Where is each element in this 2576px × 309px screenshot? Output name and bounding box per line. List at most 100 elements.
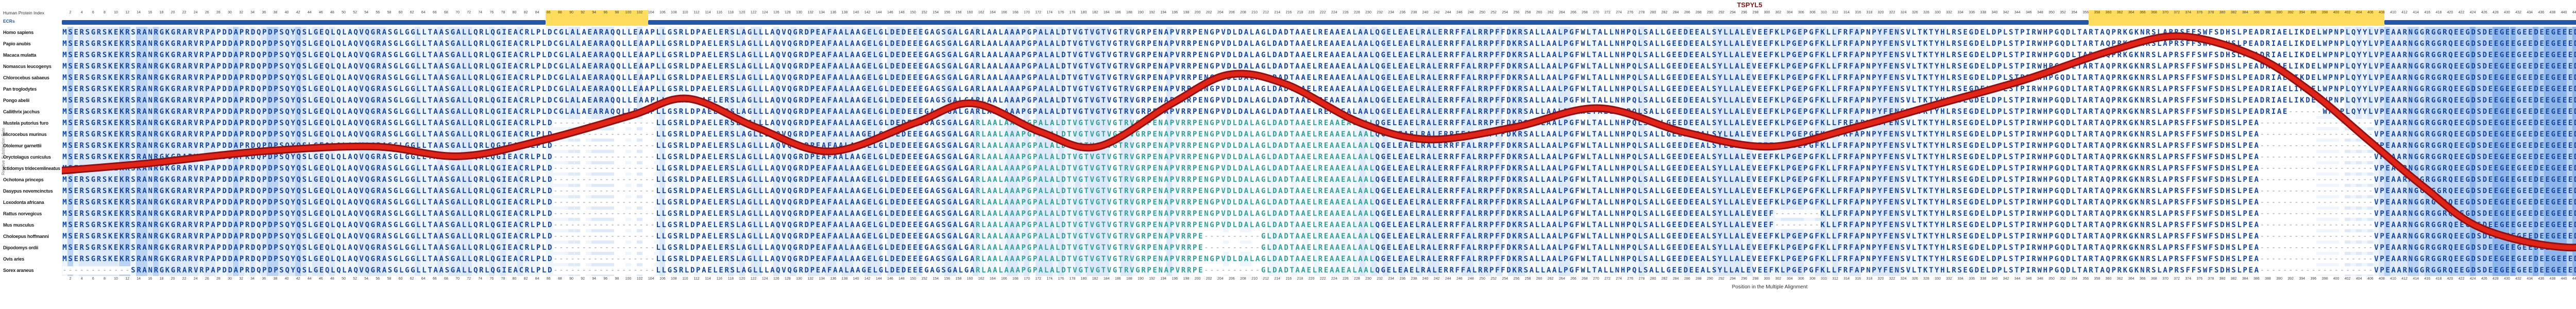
ruler-tick: 36: [262, 277, 266, 281]
ruler-tick: 172: [1035, 11, 1041, 14]
ruler-tick: 278: [1638, 11, 1645, 14]
ruler-tick: 356: [2082, 11, 2089, 14]
ruler-tick: 236: [1399, 11, 1406, 14]
ruler-tick: 296: [1741, 277, 1748, 281]
ruler-tick: 122: [750, 277, 757, 281]
ruler-tick: 202: [1206, 11, 1212, 14]
ruler-tick: 288: [1696, 277, 1702, 281]
ruler-tick: 50: [342, 277, 346, 281]
ruler-tick: 390: [2276, 277, 2282, 281]
species-label[interactable]: Chlorocebus sabaeus: [3, 75, 49, 80]
ruler-tick: 94: [592, 11, 597, 14]
ruler-tick: 346: [2025, 11, 2032, 14]
ruler-tick: 244: [1445, 277, 1451, 281]
ruler-tick: 10: [114, 11, 118, 14]
ruler-tick: 284: [1672, 277, 1679, 281]
species-label[interactable]: Ictidomys tridecemlineatus: [3, 166, 60, 171]
species-label[interactable]: Macaca mulatta: [3, 53, 37, 58]
ruler-tick: 396: [2310, 277, 2317, 281]
ruler-tick: 424: [2469, 277, 2476, 281]
ruler-tick: 254: [1502, 11, 1509, 14]
ruler-tick: 298: [1752, 11, 1759, 14]
species-label[interactable]: Choloepus hoffmanni: [3, 234, 49, 239]
species-label[interactable]: Loxodonta africana: [3, 200, 44, 205]
ruler-tick: 274: [1616, 11, 1622, 14]
species-label[interactable]: Ovis aries: [3, 256, 25, 262]
ruler-tick: 46: [318, 277, 323, 281]
ruler-tick: 414: [2413, 11, 2419, 14]
ruler-tick: 74: [478, 11, 483, 14]
ruler-tick: 308: [1809, 11, 1816, 14]
species-label[interactable]: Dipodomys ordii: [3, 245, 39, 250]
ruler-tick: 74: [478, 277, 483, 281]
ruler-tick: 434: [2527, 11, 2533, 14]
ruler-tick: 100: [625, 277, 632, 281]
ruler-tick: 142: [864, 277, 871, 281]
ruler-tick: 32: [239, 277, 243, 281]
ruler-tick: 252: [1490, 11, 1497, 14]
species-label[interactable]: Nomascus leucogenys: [3, 64, 52, 69]
ruler-tick: 216: [1285, 277, 1292, 281]
ruler-tick: 140: [853, 11, 859, 14]
ruler-tick: 122: [750, 11, 757, 14]
ruler-tick: 290: [1707, 11, 1713, 14]
species-label[interactable]: Oryctolagus cuniculus: [3, 154, 51, 160]
ruler-tick: 308: [1809, 277, 1816, 281]
ruler-tick: 114: [705, 277, 711, 281]
species-label[interactable]: Mus musculus: [3, 222, 35, 228]
ruler-tick: 4: [80, 11, 83, 14]
species-label[interactable]: Microcebus murinus: [3, 132, 47, 137]
ruler-tick: 176: [1058, 277, 1064, 281]
ruler-tick: 44: [307, 277, 312, 281]
species-label[interactable]: Sorex araneus: [3, 268, 34, 273]
ruler-tick: 32: [239, 11, 243, 14]
ruler-tick: 112: [693, 11, 700, 14]
ruler-tick: 240: [1422, 11, 1429, 14]
ruler-tick: 408: [2379, 11, 2385, 14]
ruler-tick: 218: [1297, 11, 1303, 14]
alignment-row: MSERSGRSKEKRSRANRGKGRARVRPAPDDAPRDQPDPSQ…: [62, 40, 2576, 48]
species-label[interactable]: Dasypus novemcinctus: [3, 188, 53, 194]
ruler-tick: 366: [2139, 11, 2146, 14]
ruler-tick: 146: [887, 11, 893, 14]
ruler-tick: 374: [2185, 11, 2192, 14]
species-label[interactable]: Homo sapiens: [3, 30, 34, 35]
species-label[interactable]: Otolemur garnettii: [3, 143, 42, 148]
species-label[interactable]: Pongo abelii: [3, 98, 30, 103]
ruler-tick: 92: [581, 11, 585, 14]
ruler-tick: 316: [1855, 277, 1861, 281]
species-label[interactable]: Callithrix jacchus: [3, 109, 40, 114]
ruler-tick: 432: [2515, 11, 2521, 14]
ruler-tick: 344: [2014, 277, 2021, 281]
ruler-tick: 154: [933, 277, 939, 281]
ruler-tick: 82: [523, 277, 528, 281]
ruler-tick: 274: [1616, 277, 1622, 281]
ruler-tick: 230: [1365, 11, 1371, 14]
ruler-tick: 398: [2321, 11, 2328, 14]
ruler-tick: 96: [603, 277, 608, 281]
species-label[interactable]: Pan troglodytes: [3, 87, 37, 92]
species-label[interactable]: Papio anubis: [3, 41, 31, 46]
alignment-row: MSERSGRSKEKRSRANRGKGRARVRPAPDDAPRDQPDPSQ…: [62, 96, 2576, 105]
alignment-row: MSERSGRSKEKRSRANRGKGRARVRPAPDDAPRDQPDPSQ…: [62, 255, 2576, 263]
ruler-tick: 212: [1263, 11, 1269, 14]
species-label[interactable]: Mustela putorius furo: [3, 121, 48, 126]
ruler-tick: 260: [1536, 11, 1543, 14]
ruler-tick: 124: [761, 277, 768, 281]
ruler-tick: 210: [1251, 277, 1258, 281]
ruler-tick: 118: [727, 277, 734, 281]
ecr-row: [62, 19, 2576, 26]
ruler-tick: 422: [2458, 11, 2465, 14]
ruler-tick: 282: [1661, 11, 1668, 14]
ruler-tick: 172: [1035, 277, 1041, 281]
ruler-tick: 394: [2299, 11, 2306, 14]
species-label[interactable]: Ochotona princeps: [3, 177, 44, 182]
ruler-tick: 258: [1524, 277, 1531, 281]
ruler-tick: 234: [1388, 11, 1395, 14]
species-label[interactable]: Rattus norvegicus: [3, 211, 42, 216]
alignment-row: MSERSGRSKEKRSRANRGKGRARVRPAPDDAPRDQPDPSQ…: [62, 198, 2576, 207]
ruler-tick: 188: [1126, 11, 1132, 14]
ruler-tick: 408: [2379, 277, 2385, 281]
ruler-tick: 16: [148, 277, 152, 281]
ruler-tick: 148: [899, 277, 905, 281]
